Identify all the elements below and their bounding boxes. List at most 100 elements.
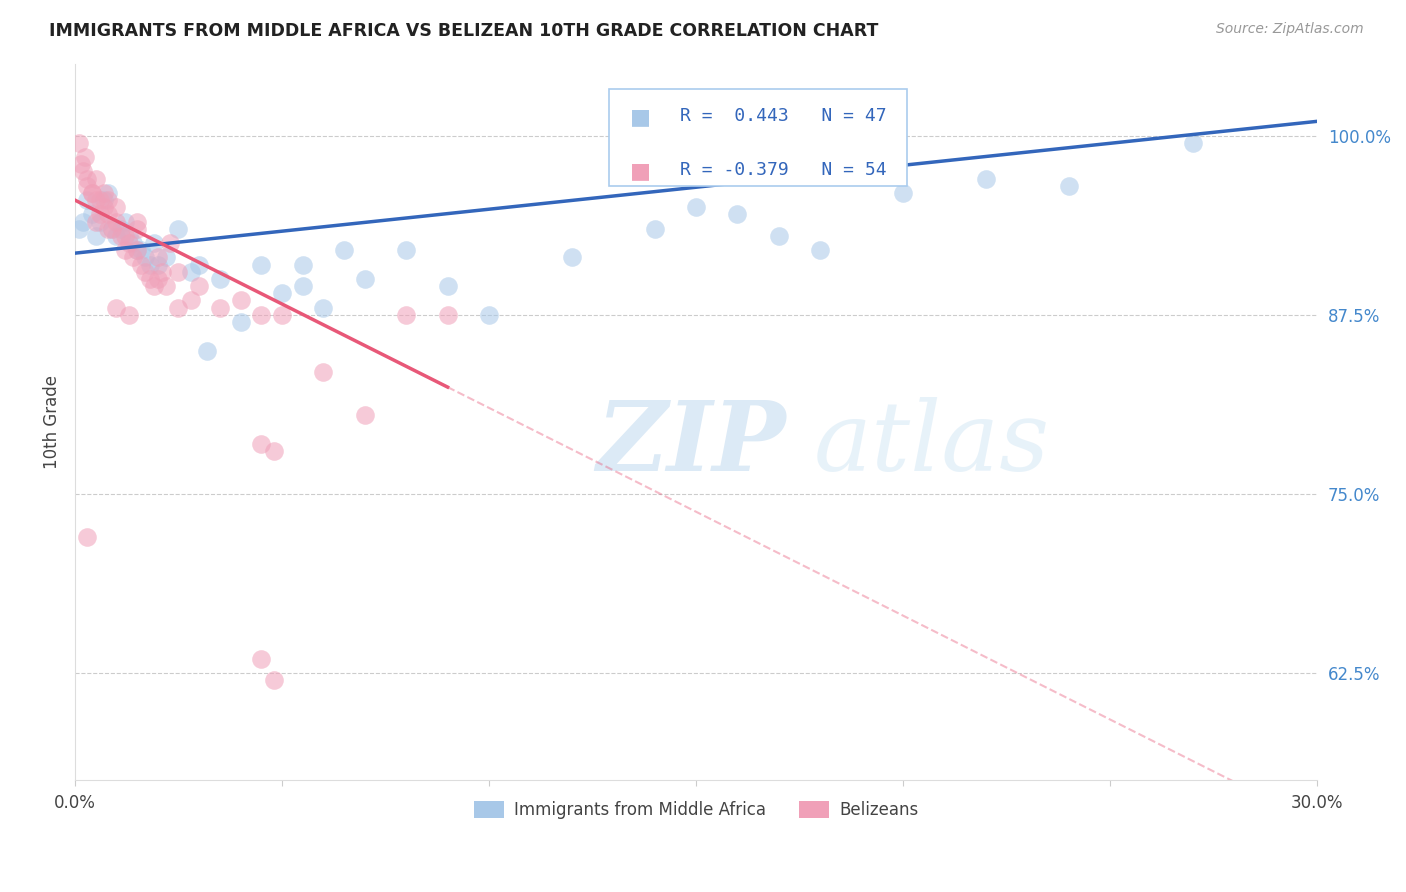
Point [167, 301, 190, 315]
Point [138, 258, 160, 272]
Point [80, 186, 103, 200]
Point [395, 244, 418, 258]
Point [142, 236, 165, 251]
Point [93, 186, 115, 200]
Point [250, 651, 273, 665]
Point [84, 193, 107, 207]
Legend: Immigrants from Middle Africa, Belizeans: Immigrants from Middle Africa, Belizeans [467, 794, 925, 826]
Point [146, 258, 169, 272]
Point [67, 221, 90, 235]
Point [97, 221, 120, 235]
Point [353, 272, 375, 286]
FancyBboxPatch shape [609, 89, 907, 186]
Point [644, 221, 666, 235]
Point [208, 272, 231, 286]
Point [167, 221, 190, 235]
Point [312, 365, 335, 379]
Point [685, 200, 707, 214]
Point [93, 200, 115, 214]
Point [110, 229, 132, 244]
Point [159, 236, 181, 251]
Point [105, 301, 128, 315]
Point [478, 308, 501, 322]
Point [229, 293, 252, 308]
Point [70, 157, 93, 171]
Text: ■: ■ [630, 107, 651, 127]
Point [97, 193, 120, 207]
Point [180, 265, 202, 279]
Point [250, 436, 273, 450]
Point [291, 258, 314, 272]
Point [89, 193, 111, 207]
Point [725, 207, 748, 221]
Point [114, 244, 136, 258]
Point [291, 279, 314, 293]
Point [118, 229, 141, 244]
Point [167, 265, 190, 279]
Point [155, 251, 177, 265]
Point [97, 207, 120, 221]
Point [768, 229, 790, 244]
Point [146, 251, 169, 265]
Point [97, 186, 120, 200]
Text: R = -0.379   N = 54: R = -0.379 N = 54 [681, 161, 886, 178]
Point [122, 251, 145, 265]
Point [263, 673, 285, 687]
Point [84, 171, 107, 186]
Point [271, 308, 294, 322]
Point [250, 258, 273, 272]
Point [118, 236, 141, 251]
Point [75, 150, 97, 164]
Point [436, 279, 458, 293]
Point [197, 343, 219, 358]
Point [67, 136, 90, 150]
Point [312, 301, 335, 315]
Point [436, 308, 458, 322]
Point [93, 193, 115, 207]
Point [127, 221, 149, 235]
Point [72, 164, 94, 178]
Point [114, 229, 136, 244]
Point [76, 193, 98, 207]
Point [333, 244, 356, 258]
Point [89, 207, 111, 221]
Text: R =  0.443   N = 47: R = 0.443 N = 47 [681, 107, 886, 125]
Point [105, 214, 128, 228]
Point [263, 443, 285, 458]
Point [561, 251, 583, 265]
Point [808, 244, 831, 258]
Point [114, 214, 136, 228]
Point [80, 207, 103, 221]
Point [891, 186, 914, 200]
Point [146, 272, 169, 286]
Point [105, 200, 128, 214]
Point [127, 244, 149, 258]
Point [1181, 136, 1204, 150]
Point [127, 214, 149, 228]
Point [76, 530, 98, 544]
Point [76, 178, 98, 193]
Point [129, 244, 152, 258]
Point [105, 229, 128, 244]
Text: ZIP: ZIP [596, 397, 786, 491]
Point [138, 272, 160, 286]
Point [110, 221, 132, 235]
Point [122, 236, 145, 251]
Text: atlas: atlas [814, 397, 1050, 491]
Point [84, 229, 107, 244]
Point [271, 286, 294, 301]
Y-axis label: 10th Grade: 10th Grade [44, 376, 60, 469]
Point [208, 301, 231, 315]
Point [395, 308, 418, 322]
Point [80, 186, 103, 200]
Point [127, 244, 149, 258]
Point [101, 221, 124, 235]
Point [76, 171, 98, 186]
Point [974, 171, 997, 186]
Point [101, 221, 124, 235]
Point [134, 251, 156, 265]
Point [89, 214, 111, 228]
Point [250, 308, 273, 322]
Text: IMMIGRANTS FROM MIDDLE AFRICA VS BELIZEAN 10TH GRADE CORRELATION CHART: IMMIGRANTS FROM MIDDLE AFRICA VS BELIZEA… [49, 22, 879, 40]
Point [353, 408, 375, 422]
